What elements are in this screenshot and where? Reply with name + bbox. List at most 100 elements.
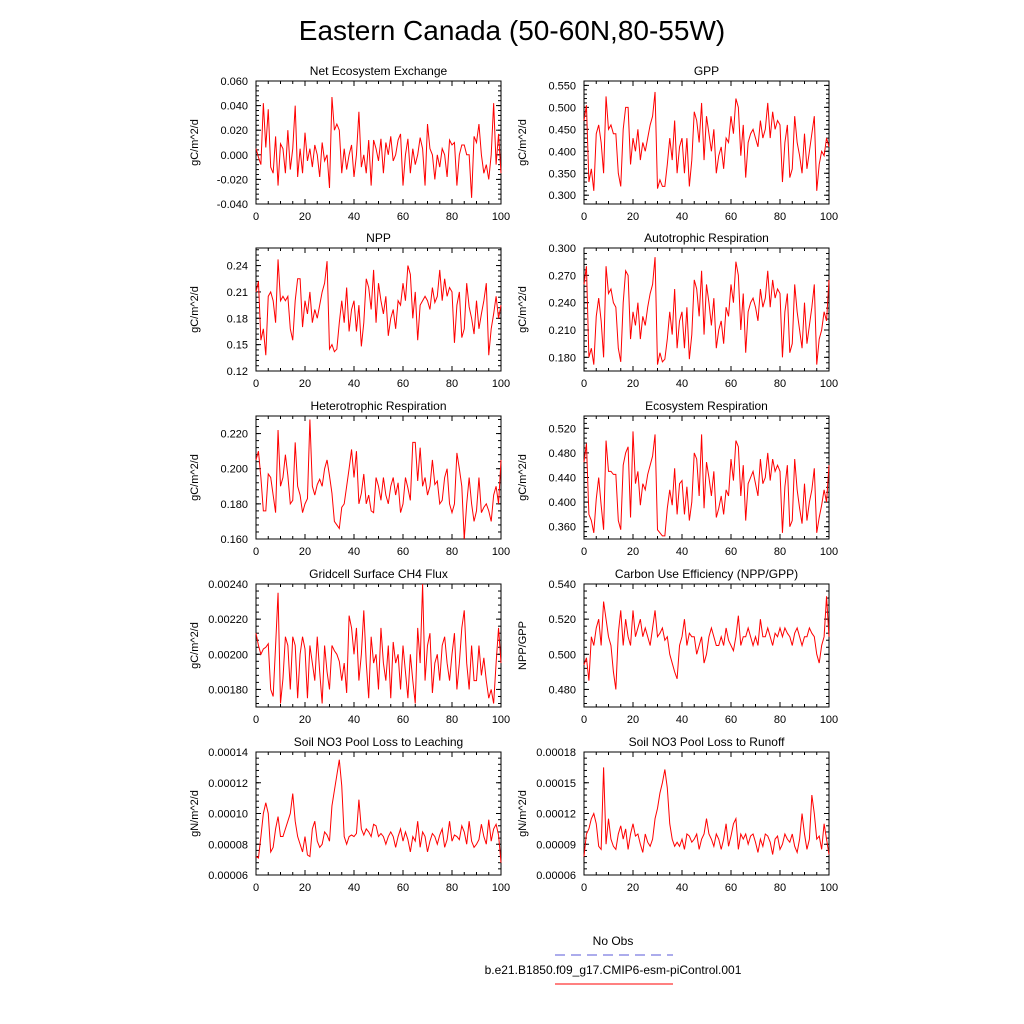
chart-panels: 0 20 40 60 80 100 -0.040 -0.020 0.000 0.020 0.040 0… (189, 64, 838, 894)
series-line-net-ecosystem-exchange (255, 96, 502, 198)
x-tick-label: 100 (820, 378, 838, 390)
y-tick-label: 0.040 (220, 101, 248, 113)
plot-frame (255, 751, 502, 876)
y-tick-label: 0.450 (548, 124, 576, 136)
y-tick-label: 0.220 (220, 429, 248, 441)
x-tick-label: 20 (299, 714, 311, 726)
x-tick-label: 100 (492, 882, 510, 894)
y-axis-label: gC/m^2/d (517, 454, 529, 501)
y-tick-label: 0.21 (227, 287, 248, 299)
y-tick-label: -0.040 (217, 199, 248, 211)
panel-title: Carbon Use Efficiency (NPP/GPP) (615, 567, 798, 581)
y-tick-label: 0.060 (220, 76, 248, 88)
panel-soil-no3-pool-loss-to-runoff: 0 20 40 60 80 100 0.00006 0.00009 0.00012 0.00015… (517, 735, 838, 894)
x-tick-label: 0 (581, 378, 587, 390)
panel-npp: 0 20 40 60 80 100 0.12 0.15 0.18 0.21 0.24 NPP gC/m^… (189, 231, 510, 390)
panel-gpp: 0 20 40 60 80 100 0.300 0.350 0.400 0.450 0.500 0.5… (517, 64, 838, 223)
y-tick-label: 0.00010 (208, 809, 248, 821)
y-axis-label: gC/m^2/d (189, 454, 201, 501)
x-tick-label: 20 (627, 882, 639, 894)
x-tick-label: 0 (581, 546, 587, 558)
y-tick-label: 0.00008 (208, 839, 248, 851)
y-tick-label: 0.00200 (208, 649, 248, 661)
panel-net-ecosystem-exchange: 0 20 40 60 80 100 -0.040 -0.020 0.000 0.020 0.040 0… (189, 64, 510, 223)
y-tick-label: 0.520 (548, 614, 576, 626)
panel-title: Soil NO3 Pool Loss to Runoff (629, 735, 786, 749)
plot-frame (255, 415, 502, 540)
y-tick-label: 0.00018 (536, 747, 576, 759)
x-tick-label: 60 (397, 546, 409, 558)
y-axis-label: gN/m^2/d (517, 790, 529, 837)
y-tick-label: 0.160 (220, 534, 248, 546)
x-tick-label: 20 (627, 546, 639, 558)
y-tick-label: 0.400 (548, 497, 576, 509)
y-tick-label: 0.00012 (208, 778, 248, 790)
x-tick-label: 0 (581, 714, 587, 726)
panel-soil-no3-pool-loss-to-leaching: 0 20 40 60 80 100 0.00006 0.00008 0.00010 0.00012… (189, 735, 510, 894)
y-tick-label: 0.240 (548, 298, 576, 310)
x-tick-label: 20 (627, 211, 639, 223)
y-tick-label: 0.360 (548, 522, 576, 534)
panel-autotrophic-respiration: 0 20 40 60 80 100 0.180 0.210 0.240 0.270 0.300 Aut… (517, 231, 838, 390)
y-tick-label: 0.00006 (536, 870, 576, 882)
series-line-soil-no3-pool-loss-to-leaching (255, 759, 502, 863)
y-tick-label: 0.020 (220, 125, 248, 137)
x-tick-label: 0 (253, 882, 259, 894)
x-tick-label: 80 (774, 714, 786, 726)
panel-title: Soil NO3 Pool Loss to Leaching (294, 735, 463, 749)
x-tick-label: 60 (397, 714, 409, 726)
panel-carbon-use-efficiency-npp-gpp: 0 20 40 60 80 100 0.480 0.500 0.520 0.540 Carbon U… (517, 567, 838, 726)
x-tick-label: 60 (725, 882, 737, 894)
x-tick-label: 60 (725, 378, 737, 390)
x-tick-label: 60 (725, 211, 737, 223)
x-tick-label: 0 (581, 882, 587, 894)
plot-frame (583, 751, 830, 876)
x-tick-label: 0 (253, 714, 259, 726)
panel-title: Heterotrophic Respiration (310, 399, 446, 413)
x-tick-label: 80 (446, 546, 458, 558)
y-tick-label: 0.550 (548, 80, 576, 92)
series-line-npp (255, 259, 502, 356)
y-tick-label: 0.540 (548, 579, 576, 591)
legend-label-no-obs: No Obs (593, 934, 634, 948)
legend-label-model: b.e21.B1850.f09_g17.CMIP6-esm-piControl.… (485, 963, 742, 977)
x-tick-label: 80 (774, 211, 786, 223)
x-tick-label: 80 (774, 546, 786, 558)
x-tick-label: 100 (820, 211, 838, 223)
panel-title: NPP (366, 231, 391, 245)
y-axis-label: gC/m^2/d (517, 119, 529, 166)
x-tick-label: 0 (581, 211, 587, 223)
x-tick-label: 100 (820, 546, 838, 558)
y-tick-label: 0.00180 (208, 684, 248, 696)
y-tick-label: 0.00009 (536, 839, 576, 851)
y-tick-label: 0.12 (227, 366, 248, 378)
x-tick-label: 20 (627, 378, 639, 390)
x-tick-label: 40 (348, 882, 360, 894)
x-tick-label: 40 (676, 882, 688, 894)
series-line-heterotrophic-respiration (255, 419, 502, 540)
x-tick-label: 40 (676, 546, 688, 558)
series-line-ecosystem-respiration (583, 431, 830, 537)
series-line-gridcell-surface-ch4-flux (255, 583, 502, 704)
y-tick-label: 0.00240 (208, 579, 248, 591)
x-tick-label: 80 (446, 211, 458, 223)
y-tick-label: 0.210 (548, 325, 576, 337)
x-tick-label: 40 (348, 546, 360, 558)
y-tick-label: 0.15 (227, 340, 248, 352)
x-tick-label: 100 (492, 378, 510, 390)
x-tick-label: 80 (446, 378, 458, 390)
panel-title: Ecosystem Respiration (645, 399, 768, 413)
x-tick-label: 40 (676, 714, 688, 726)
y-tick-label: 0.24 (227, 261, 248, 273)
x-tick-label: 40 (348, 378, 360, 390)
y-tick-label: 0.00006 (208, 870, 248, 882)
x-tick-label: 80 (774, 882, 786, 894)
y-tick-label: 0.00015 (536, 778, 576, 790)
y-axis-label: gN/m^2/d (189, 790, 201, 837)
y-tick-label: 0.400 (548, 146, 576, 158)
x-tick-label: 20 (299, 211, 311, 223)
x-tick-label: 40 (348, 211, 360, 223)
x-tick-label: 0 (253, 378, 259, 390)
y-tick-label: 0.000 (220, 150, 248, 162)
